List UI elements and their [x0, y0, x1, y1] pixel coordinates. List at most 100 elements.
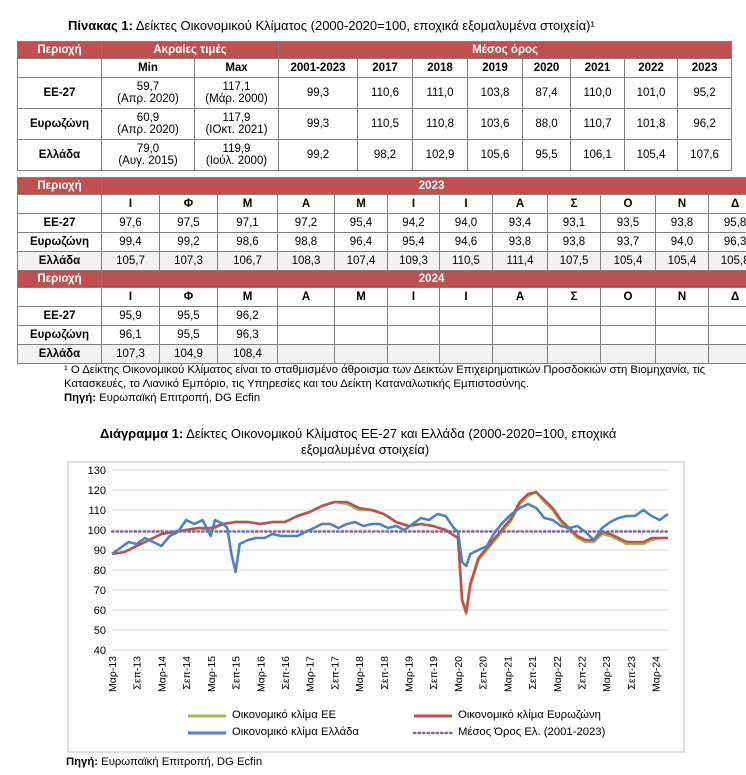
table-title-prefix: Πίνακας 1: [68, 18, 133, 33]
x-tick-label: Σεπ-22 [577, 656, 589, 690]
y-tick-label: 70 [94, 585, 106, 597]
region-label: Ευρωζώνη [17, 325, 102, 345]
x-tick-label: Σεπ-15 [231, 656, 243, 690]
y-tick-label: 80 [94, 565, 106, 577]
value-cell: 93,8 [492, 232, 548, 252]
x-tick-label: Μαρ-19 [404, 656, 416, 692]
region-label: Ελλάδα [17, 139, 102, 171]
year-header-2023: 2023 [100, 177, 746, 195]
value-cell: 104,9 [159, 344, 218, 364]
table-title-text: Δείκτες Οικονομικού Κλίματος (2000-2020=… [132, 18, 595, 33]
table-title: Πίνακας 1: Δείκτες Οικονομικού Κλίματος … [68, 18, 595, 33]
x-tick-label: Μαρ-21 [502, 656, 514, 692]
y-tick-label: 120 [88, 485, 106, 497]
value-cell [387, 344, 440, 364]
value-cell: 110,0 [570, 77, 626, 109]
table-row: Ευρωζώνη 99,4 99,2 98,6 98,8 96,4 95,4 94,6 93,8… [17, 232, 746, 252]
x-tick-label: Σεπ-16 [280, 656, 292, 690]
y-tick-label: 40 [94, 645, 106, 657]
value-cell: 107,3 [101, 344, 160, 364]
legend-label-gr: Οικονομικό κλίμα Ελλάδα [232, 726, 359, 738]
value-cell: 103,6 [467, 108, 524, 140]
y-tick-label: 60 [94, 605, 106, 617]
value-cell: 99,2 [159, 232, 218, 252]
table-row: Ελλάδα 79,0 (Αυγ. 2015) 119,9 (Ιούλ. 2000)… [17, 139, 733, 171]
region-label: Ευρωζώνη [17, 232, 102, 252]
table-row: Ελλάδα 107,3 104,9 108,4 [17, 344, 746, 364]
table-row: ΕΕ-27 97,6 97,5 97,1 97,2 95,4 94,2 94,0 93,4 93,… [17, 213, 746, 233]
legend-label-ez: Οικονομικό κλίμα Ευρωζώνη [458, 709, 601, 721]
table-source: Πηγή: Ευρωπαϊκή Επιτροπή, DG Ecfin [64, 392, 261, 404]
region-header: Περιοχή [17, 270, 102, 288]
value-cell: 106,7 [217, 251, 278, 271]
value-cell [334, 344, 388, 364]
table-row: ΕΕ-27 59,7 (Απρ. 2020) 117,1 (Μάρ. 2000) 9… [17, 77, 733, 109]
value-cell: 95,8 [707, 213, 746, 233]
value-cell [547, 344, 601, 364]
value-cell: 94,0 [655, 232, 709, 252]
max-cell: 117,1 (Μάρ. 2000) [193, 77, 280, 109]
value-cell: 93,4 [492, 213, 548, 233]
series-line [111, 502, 669, 574]
y-tick-label: 90 [94, 545, 106, 557]
value-cell: 107,3 [159, 251, 218, 271]
y-tick-label: 100 [88, 525, 106, 537]
value-cell: 111,4 [492, 251, 548, 271]
value-cell: 96,1 [101, 325, 160, 345]
region-header: Περιοχή [17, 41, 102, 59]
value-cell: 105,4 [655, 251, 709, 271]
table-row: Ελλάδα 105,7 107,3 106,7 108,3 107,4 109,3 110,… [17, 251, 746, 271]
x-tick-label: Μαρ-23 [601, 656, 613, 692]
value-cell: 96,4 [334, 232, 388, 252]
table-row: ΕΕ-27 95,9 95,5 96,2 [17, 306, 746, 326]
region-label: Ελλάδα [17, 344, 102, 364]
value-cell: 107,6 [677, 139, 733, 171]
value-cell: 96,3 [217, 325, 278, 345]
average-header: Μέσος όρος [278, 41, 733, 59]
x-tick-label: Μαρ-13 [107, 656, 119, 692]
x-tick-label: Σεπ-23 [626, 656, 638, 690]
legend-label-eu: Οικονομικό κλίμα ΕΕ [232, 709, 337, 721]
value-cell: 105,4 [600, 251, 656, 271]
value-cell: 105,6 [467, 139, 524, 171]
value-cell: 95,4 [387, 232, 440, 252]
value-cell: 98,8 [277, 232, 335, 252]
min-cell: 79,0 (Αυγ. 2015) [101, 139, 195, 171]
value-cell: 99,4 [101, 232, 160, 252]
value-cell: 87,4 [522, 77, 572, 109]
x-tick-label: Σεπ-13 [132, 656, 144, 690]
value-cell: 95,5 [522, 139, 572, 171]
y-tick-label: 130 [88, 465, 106, 477]
min-cell: 59,7 (Απρ. 2020) [101, 77, 195, 109]
value-cell: 101,0 [624, 77, 679, 109]
x-tick-label: Σεπ-19 [428, 656, 440, 690]
value-cell: 110,7 [570, 108, 626, 140]
value-cell [655, 344, 709, 364]
x-tick-label: Μαρ-18 [354, 656, 366, 692]
value-cell: 110,6 [357, 77, 414, 109]
chart-title: Διάγραμμα 1: Δείκτες Οικονομικού Κλίματο… [100, 426, 617, 441]
x-tick-label: Σεπ-21 [527, 656, 539, 690]
value-cell: 93,8 [547, 232, 601, 252]
max-cell: 119,9 (Ιούλ. 2000) [193, 139, 280, 171]
value-cell [600, 344, 656, 364]
chart-frame [67, 461, 685, 753]
value-cell: 98,2 [357, 139, 414, 171]
x-tick-label: Σεπ-14 [181, 656, 193, 690]
value-cell: 99,3 [278, 77, 359, 109]
chart-title-prefix: Διάγραμμα 1: [100, 426, 184, 441]
value-cell: 97,6 [101, 213, 160, 233]
x-tick-label: Μαρ-20 [453, 656, 465, 692]
x-tick-label: Μαρ-16 [255, 656, 267, 692]
value-cell: 108,4 [217, 344, 278, 364]
value-cell: 110,5 [439, 251, 493, 271]
value-cell: 106,1 [570, 139, 626, 171]
chart-title-line2: εξομαλυμένα στοιχεία) [301, 442, 430, 457]
value-cell: 107,5 [547, 251, 601, 271]
x-tick-label: Μαρ-15 [206, 656, 218, 692]
x-tick-label: Μαρ-22 [552, 656, 564, 692]
value-cell: 94,2 [387, 213, 440, 233]
value-cell [707, 344, 746, 364]
y-tick-label: 50 [94, 625, 106, 637]
